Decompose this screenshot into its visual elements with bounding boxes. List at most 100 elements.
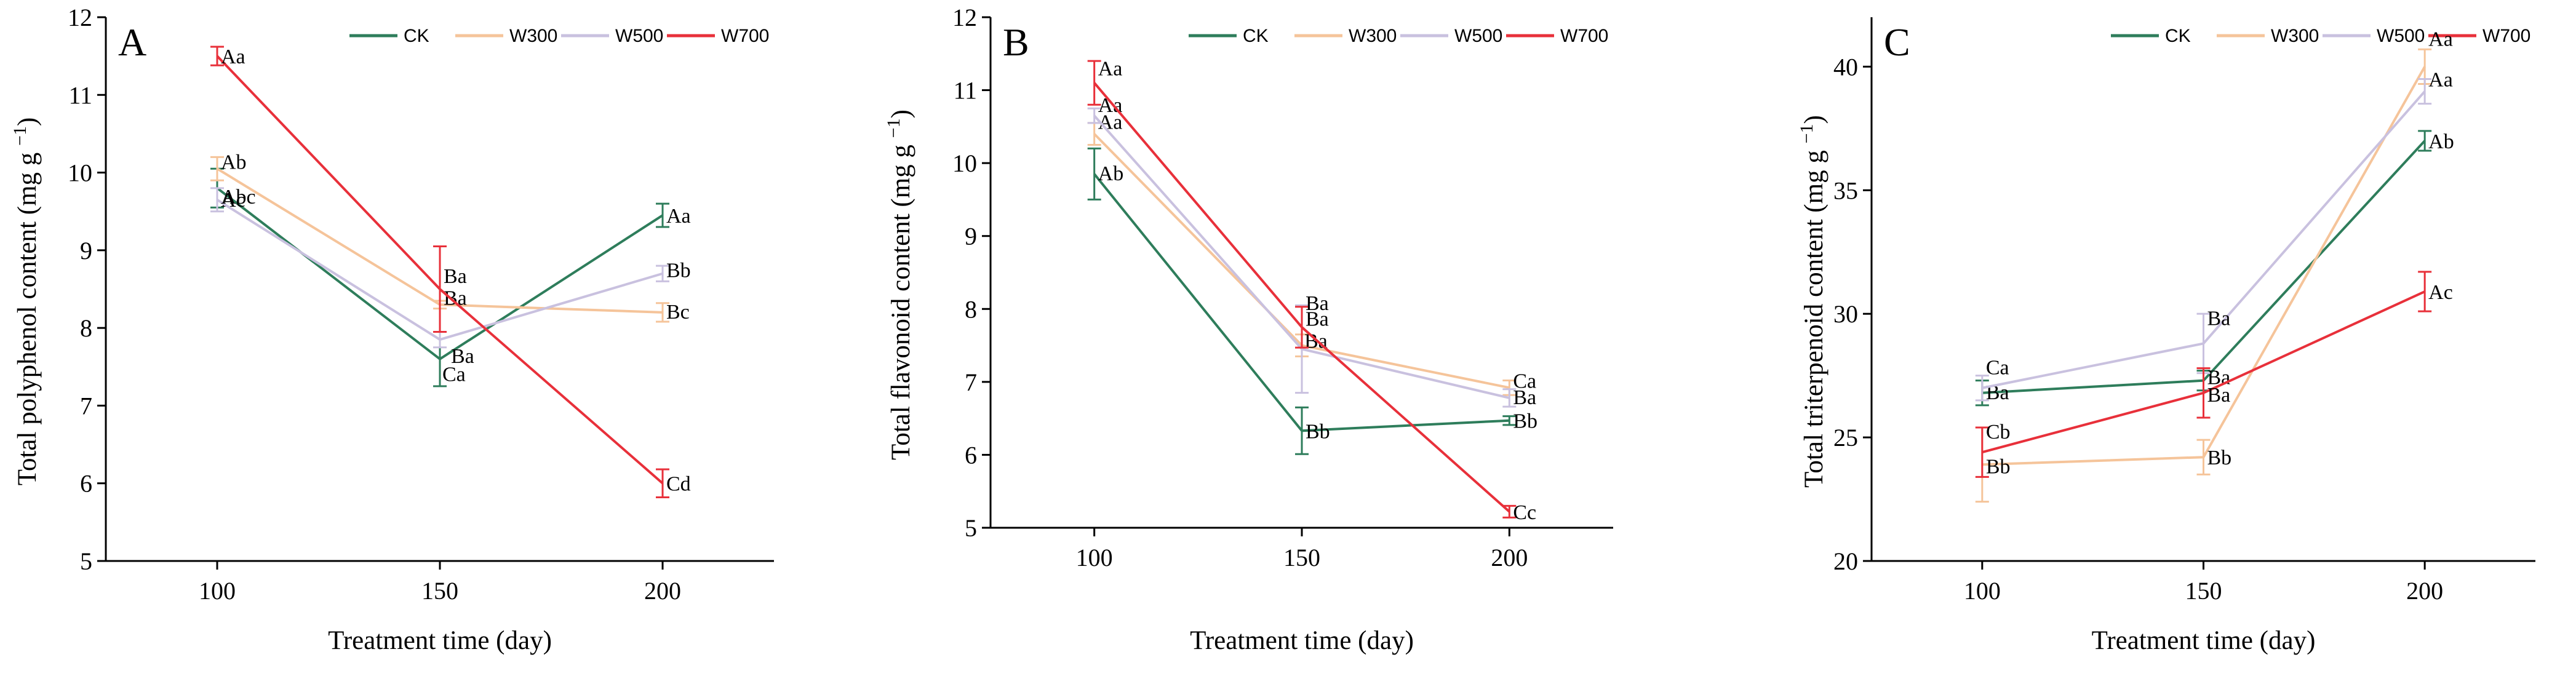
data-label: Ba [1306, 308, 1329, 331]
y-axis-title: Total triterpenoid content (mg g −1) [1796, 115, 1828, 488]
y-tick-label: 11 [953, 77, 977, 105]
y-tick-label: 9 [965, 223, 977, 250]
x-tick-label: 100 [1964, 577, 2001, 605]
data-label: Ba [2207, 307, 2231, 330]
data-label: Ca [1513, 370, 1536, 392]
error-bar [433, 330, 447, 349]
data-label: Bb [1306, 420, 1330, 443]
error-bar [656, 468, 669, 498]
data-label: Aa [1098, 58, 1123, 81]
data-label: Ba [2207, 384, 2231, 407]
legend-label-ck: CK [404, 26, 429, 46]
y-tick-label: 6 [965, 441, 977, 469]
y-tick-label: 8 [80, 314, 92, 342]
panel-letter: C [1884, 20, 1910, 64]
data-label: Ba [444, 265, 467, 288]
x-tick-label: 100 [199, 577, 236, 605]
error-bar [656, 302, 669, 323]
y-tick-label: 9 [80, 237, 92, 264]
data-label: Bb [1986, 455, 2011, 478]
legend-label-w300: W300 [509, 26, 557, 46]
y-tick-label: 5 [965, 514, 977, 542]
error-bar [2418, 130, 2432, 152]
y-tick-label: 6 [80, 470, 92, 498]
y-axis-title: Total flavonoid content (mg g −1) [883, 109, 915, 460]
x-tick-label: 150 [2185, 577, 2222, 605]
data-label: Ab [2428, 130, 2454, 153]
error-bar [1975, 426, 1989, 478]
data-label: Bb [666, 260, 691, 282]
y-axis-title: Total polyphenol content (mg g −1) [10, 117, 42, 486]
legend-label-w300: W300 [1349, 26, 1397, 46]
error-bar [1975, 375, 1989, 402]
data-label: Aa [2428, 69, 2453, 92]
data-label: Ba [1513, 386, 1536, 409]
error-bar [210, 156, 224, 181]
y-tick-label: 30 [1833, 300, 1858, 328]
error-bar [210, 46, 224, 66]
y-tick-label: 7 [80, 392, 92, 420]
error-bar [1087, 147, 1101, 201]
data-label: Ba [451, 345, 474, 368]
x-tick-label: 200 [2406, 577, 2443, 605]
legend-label-w500: W500 [2377, 26, 2425, 46]
panel-a: 5 6 7 8 9 10 11 12 100 150 200 Treatment time (day)… [10, 4, 774, 655]
error-bar [1295, 306, 1309, 349]
data-label: Ab [221, 151, 247, 173]
legend-label-w500: W500 [615, 26, 663, 46]
data-label: Bc [666, 301, 690, 324]
y-tick-label: 35 [1833, 177, 1858, 204]
y-tick-label: 12 [952, 4, 977, 31]
error-bar [1087, 107, 1101, 124]
legend-label-ck: CK [2165, 26, 2191, 46]
x-axis-title: Treatment time (day) [328, 626, 552, 655]
legend-label-ck: CK [1243, 26, 1269, 46]
data-label: Cb [1986, 421, 2011, 443]
error-bar [1295, 406, 1309, 455]
x-tick-label: 100 [1076, 544, 1113, 571]
data-label: Abc [221, 186, 256, 209]
x-tick-label: 200 [1491, 544, 1528, 571]
data-label: Ac [2428, 281, 2453, 304]
data-label: Ba [444, 287, 467, 309]
legend-label-w700: W700 [1560, 26, 1608, 46]
panel-c: 20 25 30 35 40 100 150 200 Treatment time (day) T… [1796, 17, 2535, 655]
error-bar [2196, 367, 2211, 419]
data-label: Aa [2428, 28, 2453, 50]
x-tick-label: 200 [644, 577, 681, 605]
error-bar [1502, 388, 1517, 408]
data-label: Ba [1306, 292, 1329, 315]
data-label: Aa [666, 205, 691, 228]
x-axis-title: Treatment time (day) [1190, 626, 1414, 655]
y-tick-label: 20 [1833, 547, 1858, 575]
error-bar [433, 245, 447, 333]
error-bar [656, 202, 669, 228]
data-label: Aa [1098, 94, 1123, 117]
y-tick-label: 5 [80, 547, 92, 575]
y-tick-label: 7 [965, 368, 977, 396]
error-bar [656, 264, 669, 282]
data-label: Ab [1098, 162, 1124, 185]
data-label: Ca [442, 364, 466, 386]
x-axis-title: Treatment time (day) [2092, 626, 2316, 655]
panel-letter: B [1003, 20, 1029, 64]
y-tick-label: 11 [68, 81, 92, 109]
legend-label-w500: W500 [1454, 26, 1502, 46]
y-tick-label: 12 [68, 4, 92, 31]
data-label: Ac [221, 189, 245, 212]
data-label: Aa [221, 46, 245, 68]
data-label: Bb [1513, 410, 1537, 433]
data-label: Aa [1098, 111, 1123, 134]
legend-label-w700: W700 [2482, 26, 2530, 46]
legend-label-w300: W300 [2271, 26, 2319, 46]
error-bar [2418, 271, 2432, 312]
y-tick-label: 40 [1833, 53, 1858, 81]
error-bar [210, 187, 224, 213]
data-label: Ca [1986, 357, 2009, 380]
panel-b: 5 6 7 8 9 10 11 12 100 150 200 Treatment time (day)… [883, 4, 1613, 655]
x-tick-label: 150 [421, 577, 458, 605]
error-bar [1087, 60, 1101, 106]
data-label: Cd [666, 473, 691, 496]
y-tick-label: 25 [1833, 424, 1858, 451]
